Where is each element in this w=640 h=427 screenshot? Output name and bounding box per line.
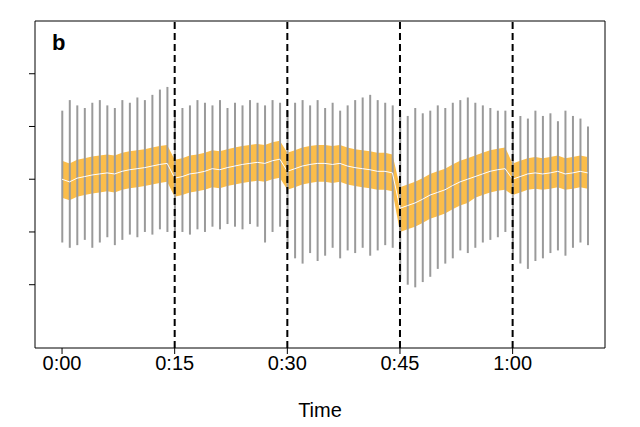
html-text:b: b xyxy=(52,30,66,55)
svg-text:0:45: 0:45 xyxy=(381,352,420,374)
svg-text:Time: Time xyxy=(298,399,342,419)
svg-text:0:30: 0:30 xyxy=(268,352,307,374)
svg-text:1:00: 1:00 xyxy=(493,352,532,374)
svg-text:0:00: 0:00 xyxy=(43,352,82,374)
svg-text:0:15: 0:15 xyxy=(155,352,194,374)
